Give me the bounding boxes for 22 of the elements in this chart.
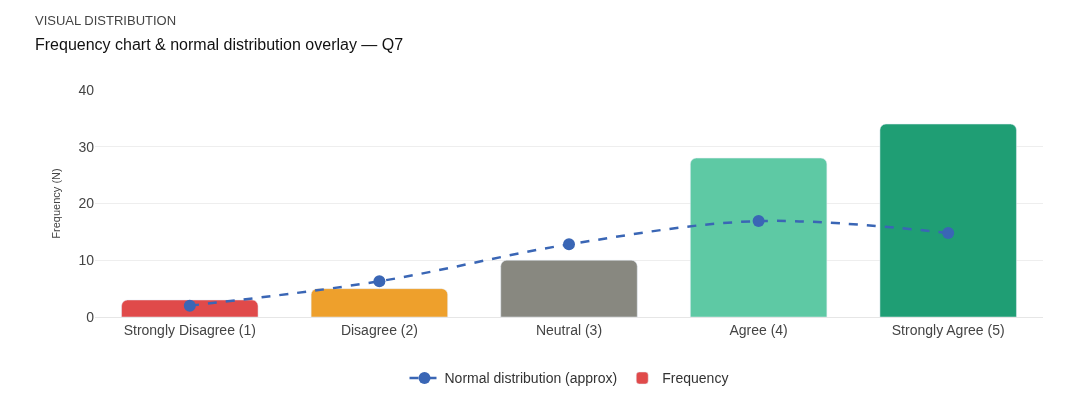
point xyxy=(752,215,765,228)
point xyxy=(183,299,196,312)
x-tick-label: Strongly Agree (5) xyxy=(891,321,1005,338)
y-axis-title: Frequency (N) xyxy=(50,168,63,239)
bar xyxy=(121,299,259,317)
chart-title: VISUAL DISTRIBUTION xyxy=(35,13,177,28)
x-tick-label: Strongly Disagree (1) xyxy=(123,321,256,338)
y-tick-label: 10 xyxy=(78,252,95,269)
x-tick-label: Agree (4) xyxy=(729,321,788,338)
y-tick-label: 20 xyxy=(78,195,95,212)
point xyxy=(563,238,575,251)
y-tick-label: 0 xyxy=(86,308,95,325)
legend-label: Frequency xyxy=(662,370,729,387)
x-tick-label: Neutral (3) xyxy=(535,321,603,338)
bar xyxy=(310,288,448,317)
point xyxy=(942,227,955,239)
y-tick-label: 30 xyxy=(78,138,95,155)
point xyxy=(373,275,386,288)
chart-subtitle: Frequency chart & normal distribution overlay — Q7 xyxy=(35,36,404,53)
y-tick-label: 40 xyxy=(78,81,95,98)
x-tick-label: Disagree (2) xyxy=(340,321,418,338)
legend-label: Normal distribution (approx) xyxy=(444,370,618,387)
